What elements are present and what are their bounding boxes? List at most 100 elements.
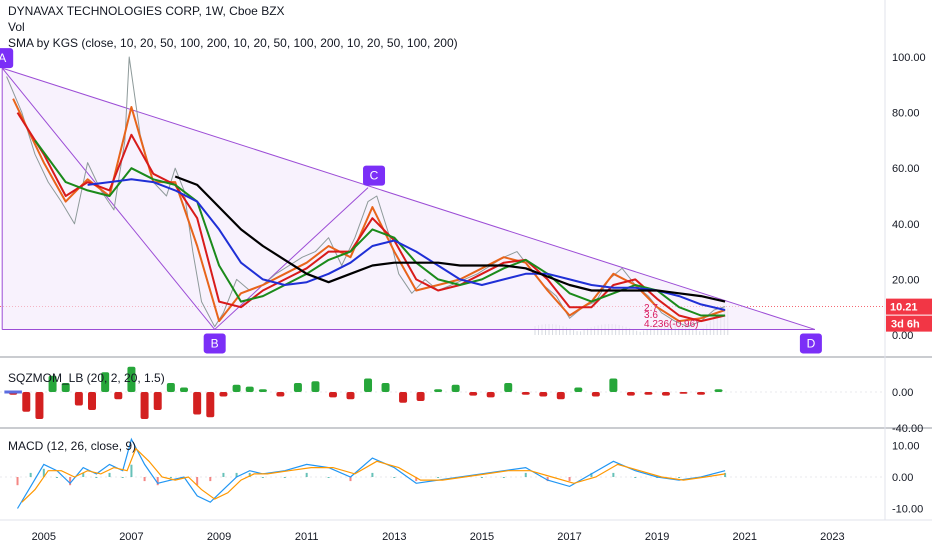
macd-histogram-bar — [55, 477, 58, 478]
marker-box — [203, 333, 226, 354]
macd-histogram-bar — [42, 468, 45, 477]
sma200-line — [174, 175, 726, 303]
macd-axis-tick: -10.00 — [892, 504, 923, 516]
sqz-bar — [346, 392, 355, 400]
volume-bar — [695, 326, 697, 335]
sqz-bar — [35, 392, 44, 419]
pattern-marker-b[interactable]: B — [203, 333, 226, 354]
sqz-bar — [219, 392, 228, 397]
sqz-bar — [61, 383, 70, 392]
sqzmom-indicator-label[interactable]: SQZMOM_LB (20, 2, 20, 1.5) — [8, 371, 165, 385]
countdown-tag — [886, 315, 932, 332]
sqz-bar — [88, 392, 97, 410]
time-axis-tick: 2009 — [207, 531, 231, 543]
volume-bar — [699, 331, 701, 335]
fib-annotation: 4.236(-0.96) — [644, 319, 698, 330]
sqz-bar — [140, 392, 149, 419]
volume-bar — [534, 325, 536, 335]
macd-axis-tick: 10.00 — [892, 441, 920, 453]
sqz-bar — [22, 392, 31, 412]
symbol-title: DYNAVAX TECHNOLOGIES CORP, 1W, Cboe BZX — [8, 4, 285, 18]
sqz-bar — [556, 392, 565, 400]
pattern-markers[interactable]: A B C D — [0, 48, 822, 354]
volume-bar — [657, 325, 659, 335]
macd-histogram-bar — [16, 477, 19, 486]
macd-histogram-bar — [590, 472, 593, 477]
macd-histogram-bar — [222, 472, 225, 477]
sqz-bar — [416, 392, 425, 401]
fib-annotation: 3.6 — [644, 310, 658, 321]
macd-histogram-bar — [678, 477, 681, 478]
sqz-bar — [539, 392, 548, 397]
volume-bar — [622, 325, 624, 335]
marker-label: C — [370, 169, 379, 183]
triangle-upper-line — [2, 67, 816, 330]
countdown-value: 3d 6h — [891, 319, 920, 331]
volume-bar — [587, 328, 589, 335]
volume-bar — [639, 331, 641, 335]
sqz-bar — [258, 389, 267, 392]
volume-bar — [538, 325, 540, 335]
marker-box — [799, 333, 822, 354]
volume-bar — [681, 325, 683, 335]
macd-histogram-bar — [612, 472, 615, 477]
macd-histogram-bar — [371, 472, 374, 477]
macd-histogram-bar — [156, 477, 159, 486]
macd-histogram-bar — [248, 472, 251, 477]
sqz-bar — [114, 392, 123, 400]
price-axis-tick: 60.00 — [892, 163, 920, 175]
time-axis-tick: 2019 — [645, 531, 669, 543]
marker-box — [363, 165, 386, 186]
macd-histogram-bar — [546, 477, 549, 482]
macd-histogram-bar — [349, 477, 352, 482]
sqz-bar — [451, 384, 460, 392]
volume-bar — [702, 328, 704, 335]
pattern-marker-d[interactable]: D — [799, 333, 822, 354]
sqz-bar — [679, 392, 688, 394]
time-axis-tick: 2021 — [733, 531, 757, 543]
sma50-line — [34, 139, 726, 317]
sqz-bar — [311, 381, 320, 392]
macd-indicator-label[interactable]: MACD (12, 26, close, 9) — [8, 439, 137, 453]
volume-bar — [632, 329, 634, 335]
volume-bar — [685, 326, 687, 335]
volume-bar — [590, 327, 592, 335]
sqz-bar — [74, 392, 83, 406]
macd-histogram-bar — [283, 477, 286, 478]
volume-bar — [583, 329, 585, 335]
volume-bar — [646, 328, 648, 335]
marker-label: B — [211, 336, 219, 350]
sqz-bar — [626, 392, 635, 396]
macd-histogram-bar — [121, 477, 124, 478]
price-axis-tick: 0.00 — [892, 330, 913, 342]
sqz-bar — [469, 392, 478, 396]
time-axis-tick: 2017 — [557, 531, 581, 543]
macd-histogram-bar — [108, 472, 111, 477]
sqz-bar — [399, 392, 408, 403]
sqz-bar — [434, 389, 443, 392]
macd-histogram-bar — [415, 477, 418, 482]
marker-label: A — [0, 51, 6, 65]
volume-label: Vol — [8, 20, 25, 34]
macd-histogram-bar — [261, 477, 264, 478]
sqz-bar — [293, 383, 302, 392]
sqz-bar — [276, 392, 285, 397]
pattern-marker-c[interactable]: C — [363, 165, 386, 186]
last-price-tag — [886, 298, 932, 315]
volume-bar — [692, 328, 694, 335]
price-line — [6, 56, 726, 328]
price-axis-tick: 100.00 — [892, 52, 926, 64]
volume-bar — [562, 326, 564, 335]
sqz-bar — [591, 392, 600, 397]
sqz-bar — [101, 372, 110, 392]
price-axis-tick: 80.00 — [892, 108, 920, 120]
volume-bar — [573, 329, 575, 335]
sqz-axis-tick: 0.00 — [892, 387, 913, 399]
signal-line — [21, 447, 726, 503]
volume-bar — [636, 330, 638, 335]
macd-histogram-bar — [305, 472, 308, 477]
time-axis-tick: 2007 — [119, 531, 143, 543]
pattern-marker-a[interactable]: A — [0, 48, 14, 69]
sma-indicator-label[interactable]: SMA by KGS (close, 10, 20, 50, 100, 200,… — [8, 36, 458, 50]
sqz-bar — [153, 392, 162, 410]
